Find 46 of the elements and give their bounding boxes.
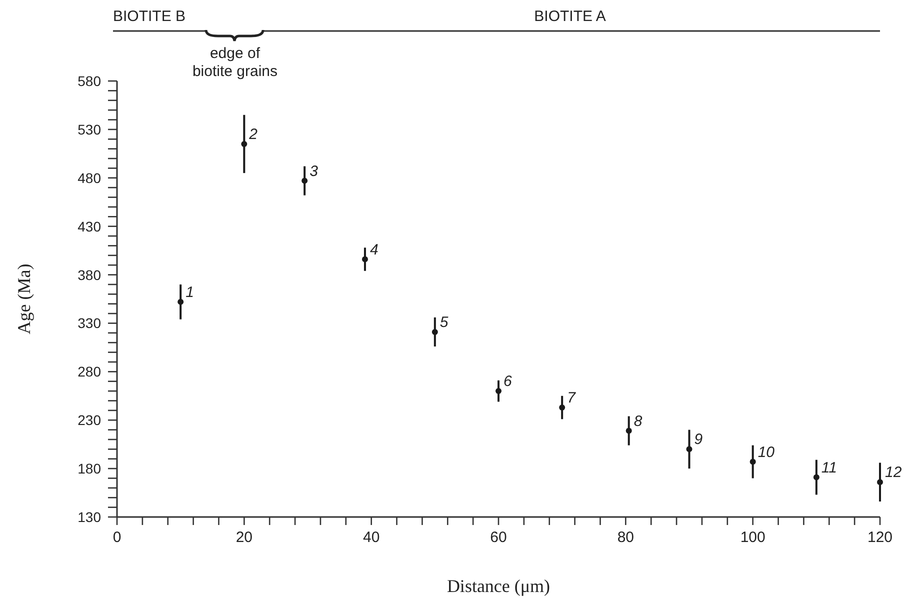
y-tick-label: 280	[78, 364, 102, 380]
point	[432, 328, 438, 335]
point	[750, 458, 756, 465]
point	[686, 446, 692, 452]
y-tick-label: 180	[78, 460, 102, 477]
y-tick-label: 230	[78, 412, 102, 428]
annotation: 2	[248, 126, 258, 143]
text: BIOTITE B	[113, 8, 186, 25]
text: BIOTITE A	[534, 8, 606, 25]
y-tick-label: 430	[78, 218, 102, 234]
x-tick-label: 80	[617, 529, 634, 546]
point	[241, 140, 248, 147]
y-tick-label: 330	[78, 315, 102, 332]
annotation: 4	[370, 241, 378, 258]
point	[178, 298, 184, 305]
annotation: 12	[885, 464, 902, 482]
point	[302, 178, 308, 184]
y-axis-title: Age (Ma)	[14, 264, 34, 334]
x-tick-label: 60	[490, 529, 507, 546]
y-tick-label: 530	[78, 121, 102, 138]
annotation: 1	[186, 284, 194, 301]
annotation: 10	[758, 444, 776, 461]
annotation: 8	[634, 412, 643, 430]
x-tick-label: 20	[236, 529, 253, 546]
x-tick-label: 100	[740, 529, 766, 546]
annotation: 3	[310, 162, 319, 180]
point	[626, 428, 632, 434]
y-tick-label: 580	[78, 73, 102, 89]
point	[496, 388, 502, 394]
annotation: 5	[440, 314, 449, 331]
point	[813, 474, 820, 480]
annotation: 9	[694, 431, 704, 448]
x-tick-label: 0	[112, 529, 122, 546]
annotation: 11	[821, 459, 837, 476]
annotation: 6	[504, 373, 512, 390]
y-tick-label: 130	[78, 509, 102, 525]
text: edge of biotite grains	[192, 45, 278, 80]
annotation: 7	[567, 390, 576, 407]
y-tick-label: 480	[78, 170, 102, 186]
point	[877, 479, 883, 486]
x-axis-title: Distance (μm)	[446, 576, 550, 596]
x-tick-label: 40	[362, 529, 380, 546]
x-tick-label: 120	[867, 529, 893, 546]
y-tick-label: 380	[78, 266, 102, 283]
point	[559, 404, 566, 411]
point	[362, 256, 368, 262]
